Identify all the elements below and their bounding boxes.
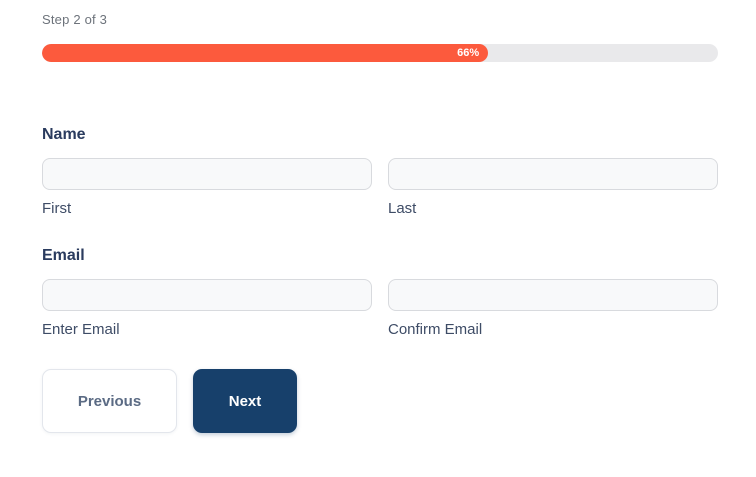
confirm-email-input[interactable] [388, 279, 718, 311]
first-name-sublabel: First [42, 200, 72, 217]
name-section-label: Name [42, 126, 86, 143]
enter-email-input[interactable] [42, 279, 372, 311]
first-name-input[interactable] [42, 158, 372, 190]
next-button[interactable]: Next [193, 369, 297, 433]
progress-bar-track: 66% [42, 44, 718, 62]
last-name-sublabel: Last [388, 200, 417, 217]
step-indicator: Step 2 of 3 [42, 12, 108, 27]
progress-bar-fill: 66% [42, 44, 489, 62]
form-wizard-page: Step 2 of 3 66% Name First Last Email [0, 12, 756, 477]
email-section-label: Email [42, 247, 85, 264]
previous-button[interactable]: Previous [42, 369, 177, 433]
last-name-input[interactable] [388, 158, 718, 190]
progress-percent-label: 66% [457, 47, 480, 59]
confirm-email-sublabel: Confirm Email [388, 321, 483, 338]
enter-email-sublabel: Enter Email [42, 321, 120, 338]
